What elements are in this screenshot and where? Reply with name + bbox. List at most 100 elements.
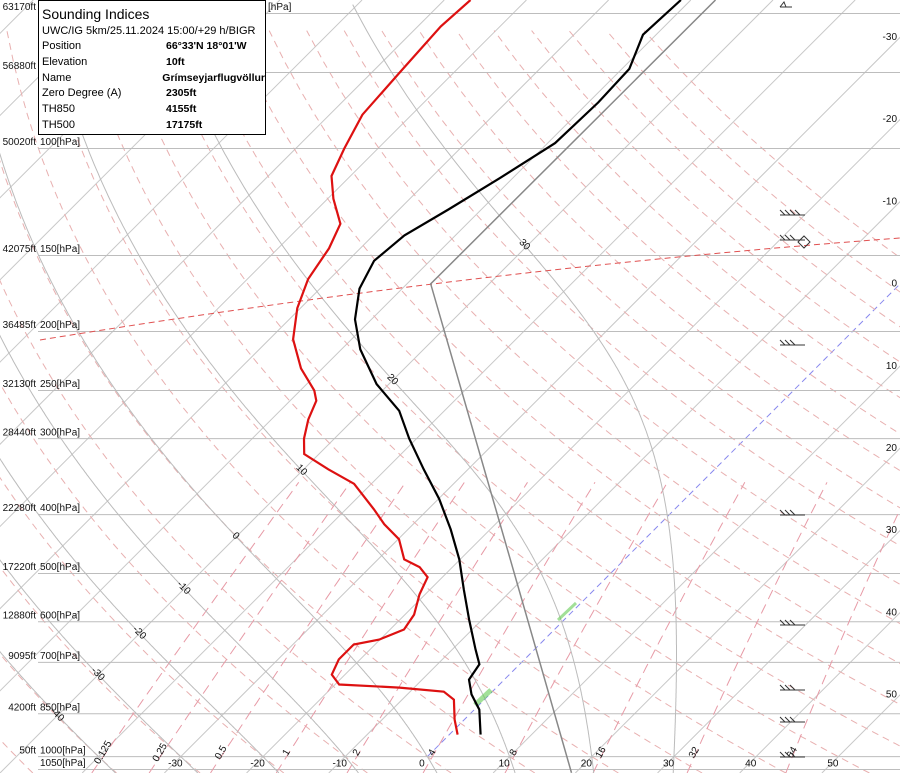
info-row: Elevation 10ft <box>39 56 265 72</box>
wind-barb <box>779 716 805 723</box>
isotherm <box>81 0 856 773</box>
pressure-label: 150[hPa] <box>40 244 80 255</box>
moist-adiabat <box>0 650 116 773</box>
altitude-label: 36485ft <box>3 320 37 331</box>
temperature-label-bottom: 40 <box>745 759 757 770</box>
isotherm <box>0 0 609 610</box>
info-value: 66°33'N 18°01'W <box>166 40 247 52</box>
profiles <box>291 0 717 773</box>
isotherm <box>574 447 900 773</box>
mixing-ratio-label: 4 <box>426 747 439 758</box>
isotherm <box>0 0 527 528</box>
temperature-label-bottom: 0 <box>419 759 425 770</box>
temperature-label-bottom: -30 <box>168 759 183 770</box>
dry-adiabat <box>0 279 452 773</box>
temperature-label-right: 0 <box>891 279 897 290</box>
cloud-marker <box>473 688 493 707</box>
temperature-label-bottom: 30 <box>663 759 675 770</box>
wind-barbs <box>779 1 811 758</box>
altitude-label: 9095ft <box>8 651 36 662</box>
info-row: Zero Degree (A) 2305ft <box>39 87 265 103</box>
altitude-label: 42075ft <box>3 244 37 255</box>
pressure-label: 300[hPa] <box>40 427 80 438</box>
dry-adiabat <box>456 30 900 435</box>
isotherm <box>246 118 900 773</box>
temperature-label-bottom: 50 <box>827 759 839 770</box>
altitude-label: 32130ft <box>3 379 37 390</box>
temperature-label-bottom: -20 <box>250 759 265 770</box>
temperature-label-right: 40 <box>886 607 898 618</box>
altitude-label: 12880ft <box>3 610 37 621</box>
altitude-label: 17220ft <box>3 562 37 573</box>
mixing-ratio-label: 8 <box>508 747 521 758</box>
pressure-label: 400[hPa] <box>40 503 80 514</box>
info-value: 10ft <box>166 55 185 68</box>
info-key: Name <box>42 71 72 84</box>
tropopause-line <box>39 237 900 341</box>
altitude-label: 56880ft <box>3 61 37 72</box>
info-value: 4155ft <box>166 103 197 116</box>
dry-adiabat <box>118 30 870 773</box>
temperature-label-right: 20 <box>886 443 898 454</box>
info-row: Position 66°33'N 18°01'W <box>39 40 265 56</box>
mixing-ratio-label: 1 <box>281 747 294 758</box>
info-row: Name Grímseyjarflugvöllur <box>39 72 265 88</box>
wind-barb <box>779 234 811 249</box>
dry-adiabat <box>0 653 117 773</box>
altitude-label: 22280ft <box>3 503 37 514</box>
mixing-ratio-line <box>91 482 300 773</box>
isotherm <box>657 529 900 773</box>
mixing-ratio-label: 16 <box>594 745 609 761</box>
moist-adiabat <box>0 334 359 773</box>
mixing-ratio-line <box>422 482 596 773</box>
temperature-label-right: 50 <box>886 690 898 701</box>
mixing-ratio-label: 2 <box>351 747 364 758</box>
altitude-label: 63170ft <box>3 2 37 13</box>
info-value: 2305ft <box>166 87 197 100</box>
wind-barb <box>779 619 805 626</box>
dry-adiabat <box>231 30 900 665</box>
temperature-label-right: 10 <box>886 361 898 372</box>
wind-barb <box>779 751 805 758</box>
moist-adiabat <box>45 4 516 773</box>
mixing-ratio-line <box>592 482 746 773</box>
mixing-ratio-line <box>785 508 900 773</box>
mixing-ratio-line <box>686 482 828 773</box>
mixing-ratio-line <box>275 482 465 773</box>
pressure-label: 600[hPa] <box>40 610 80 621</box>
mixing-ratio-line <box>210 482 406 773</box>
temperature-label-right: -30 <box>883 32 898 43</box>
cloud-marker <box>556 601 578 622</box>
dry-adiabat <box>0 159 536 773</box>
zero-isotherm <box>426 283 900 757</box>
wind-barb <box>779 509 805 516</box>
pressure-label: 200[hPa] <box>40 320 80 331</box>
info-key: Zero Degree (A) <box>42 87 122 100</box>
dry-adiabat <box>0 382 368 773</box>
info-box: Sounding Indices UWC/IG 5km/25.11.2024 1… <box>38 0 266 135</box>
dry-adiabat <box>268 30 900 625</box>
info-value: 17175ft <box>166 118 203 131</box>
isotherm <box>739 612 900 773</box>
isotherm <box>164 36 900 773</box>
mixing-ratio-line <box>148 482 351 773</box>
mixing-ratio-line <box>504 482 668 773</box>
wind-barb <box>779 1 792 8</box>
info-rows: Position 66°33'N 18°01'W Elevation 10ft Name… <box>39 40 265 135</box>
info-key: Elevation <box>42 55 88 68</box>
isotherm <box>492 365 900 773</box>
dry-adiabat <box>418 30 900 472</box>
temperature-label-bottom: 10 <box>499 759 511 770</box>
isotherm <box>0 0 692 692</box>
info-title: Sounding Indices <box>42 6 150 22</box>
mixing-ratio-line <box>346 482 528 773</box>
profile-line <box>353 0 682 735</box>
pressure-label: 250[hPa] <box>40 379 80 390</box>
temperature-label-right: -20 <box>883 114 898 125</box>
moist-adiabat <box>0 457 280 773</box>
dry-adiabat <box>6 30 619 773</box>
temperature-label-bottom: 20 <box>581 759 593 770</box>
dry-adiabat <box>193 30 900 705</box>
wind-barb <box>779 684 805 691</box>
info-key: Position <box>42 40 82 52</box>
